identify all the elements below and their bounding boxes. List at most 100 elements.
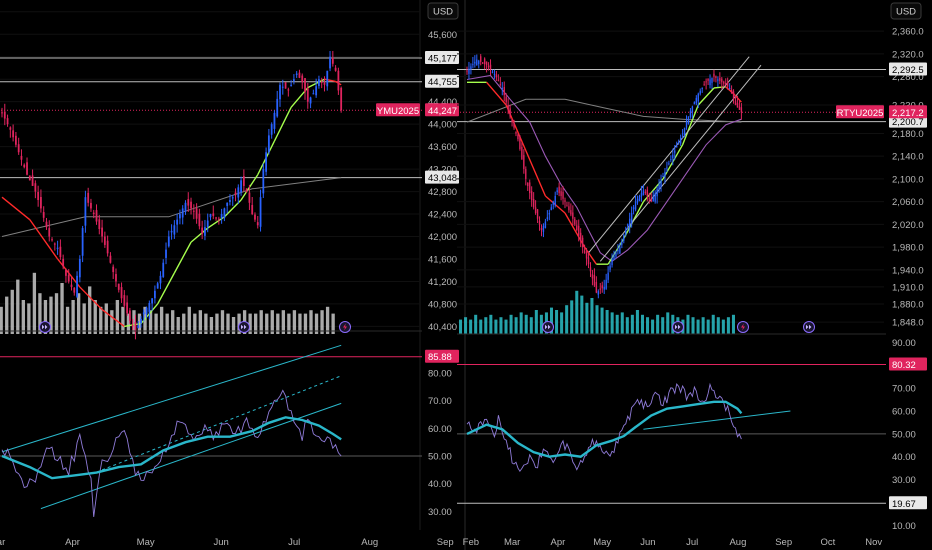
purple-moving-average (466, 74, 742, 262)
level-tag-label: 43,048 (428, 173, 457, 184)
candle-body (212, 213, 215, 216)
candle-body (6, 118, 9, 125)
fast-moving-average-segment (273, 106, 292, 142)
lightning-icon[interactable] (339, 321, 351, 333)
candle-body (231, 197, 234, 199)
candle-body (581, 237, 584, 248)
candle-body (566, 205, 568, 207)
candle-body (613, 255, 615, 260)
volume-bar (204, 313, 208, 334)
fast-forward-icon[interactable] (238, 321, 250, 333)
volume-bar (711, 314, 715, 334)
candle-body (485, 61, 488, 66)
right-price-axis[interactable]: 2,360.02,320.02,280.02,230.02,180.02,140… (836, 27, 927, 532)
candle-body (87, 192, 90, 203)
candle-body (9, 127, 12, 130)
fast-forward-icon[interactable] (39, 321, 51, 333)
candle-body (62, 258, 65, 267)
volume-bar (276, 313, 280, 334)
left-time-axis[interactable]: Mar Apr May Jun Jul Aug Sep (0, 537, 454, 548)
candle-body (728, 87, 731, 90)
candle-body (195, 208, 198, 219)
candle-body (713, 73, 715, 77)
candle-body (140, 318, 142, 324)
icon-glyph (241, 324, 247, 330)
left-chart[interactable]: 46,00045,60045,20044,80044,40044,00043,6… (0, 0, 459, 548)
rsi-tick-label: 10.00 (892, 521, 916, 532)
candle-body (184, 202, 187, 212)
candle-body (481, 62, 484, 64)
price-tick-label: 42,400 (428, 210, 457, 221)
fast-moving-average-segment (681, 104, 699, 146)
right-time-axis[interactable]: Feb Mar Apr May Jun Jul Aug Sep Oct Nov (463, 537, 883, 548)
volume-bar (580, 295, 584, 334)
volume-bar (595, 305, 599, 334)
left-price-axis[interactable]: 46,00045,60045,20044,80044,40044,00043,6… (376, 7, 459, 518)
fast-forward-icon[interactable] (672, 321, 684, 333)
left-event-icons[interactable] (39, 321, 351, 333)
candle-body (497, 79, 500, 81)
lightning-icon[interactable] (737, 321, 749, 333)
candle-body (630, 213, 633, 223)
candle-body (304, 78, 306, 92)
candle-body (170, 230, 173, 233)
rsi-moving-average (1, 416, 342, 480)
fast-moving-average-segment (29, 219, 59, 260)
candle-body (687, 116, 690, 125)
candle-body (31, 175, 34, 186)
candle-body (70, 284, 73, 288)
time-tick-label: Apr (65, 537, 80, 548)
volume-bar (696, 319, 700, 334)
candle-body (679, 137, 682, 144)
right-currency-button[interactable]: USD (890, 2, 922, 20)
volume-bar (132, 310, 136, 334)
candle-body (634, 201, 637, 210)
volume-bar (575, 290, 579, 334)
candle-body (123, 295, 126, 306)
time-tick-label: May (137, 537, 155, 548)
volume-bar (504, 319, 508, 334)
rsi-channel-lower (40, 402, 342, 510)
left-gridlines (0, 11, 420, 327)
candle-body (576, 225, 578, 231)
candle-body (652, 197, 654, 202)
price-tick-label: 2,020.0 (892, 220, 924, 231)
candle-body (190, 201, 192, 209)
left-currency-button[interactable]: USD (427, 2, 459, 20)
volume-bar (71, 300, 75, 334)
candle-body (59, 246, 62, 258)
candle-body (256, 222, 259, 226)
candle-body (628, 218, 631, 228)
fast-forward-icon[interactable] (803, 321, 815, 333)
fast-moving-average-segment (101, 308, 125, 327)
candle-body (226, 202, 229, 206)
candle-body (593, 275, 596, 286)
candle-body (623, 235, 625, 241)
candle-body (1, 112, 3, 114)
candle-body (515, 131, 517, 134)
right-event-icons[interactable] (542, 321, 815, 333)
fast-forward-icon[interactable] (542, 321, 554, 333)
candle-body (560, 191, 562, 196)
candle-body (3, 111, 6, 119)
candle-body (17, 144, 20, 153)
volume-bar (529, 317, 533, 334)
time-tick-label: Jun (213, 537, 228, 548)
candle-body (281, 86, 284, 88)
volume-bar (182, 313, 186, 334)
candle-body (245, 188, 248, 192)
candle-body (262, 169, 265, 194)
candle-body (115, 274, 117, 282)
right-price-levels (457, 69, 886, 123)
right-chart[interactable]: 2,360.02,320.02,280.02,230.02,180.02,140… (457, 27, 927, 548)
volume-bar (640, 314, 644, 334)
candle-body (540, 227, 543, 231)
candle-body (552, 201, 554, 205)
rsi-tick-label: 90.00 (892, 338, 916, 349)
candle-body (556, 190, 558, 193)
rsi-tick-label: 50.00 (428, 452, 452, 463)
candle-body (572, 212, 574, 219)
candle-body (37, 192, 40, 200)
volume-bar (534, 310, 538, 334)
right-price-candles (466, 54, 743, 299)
